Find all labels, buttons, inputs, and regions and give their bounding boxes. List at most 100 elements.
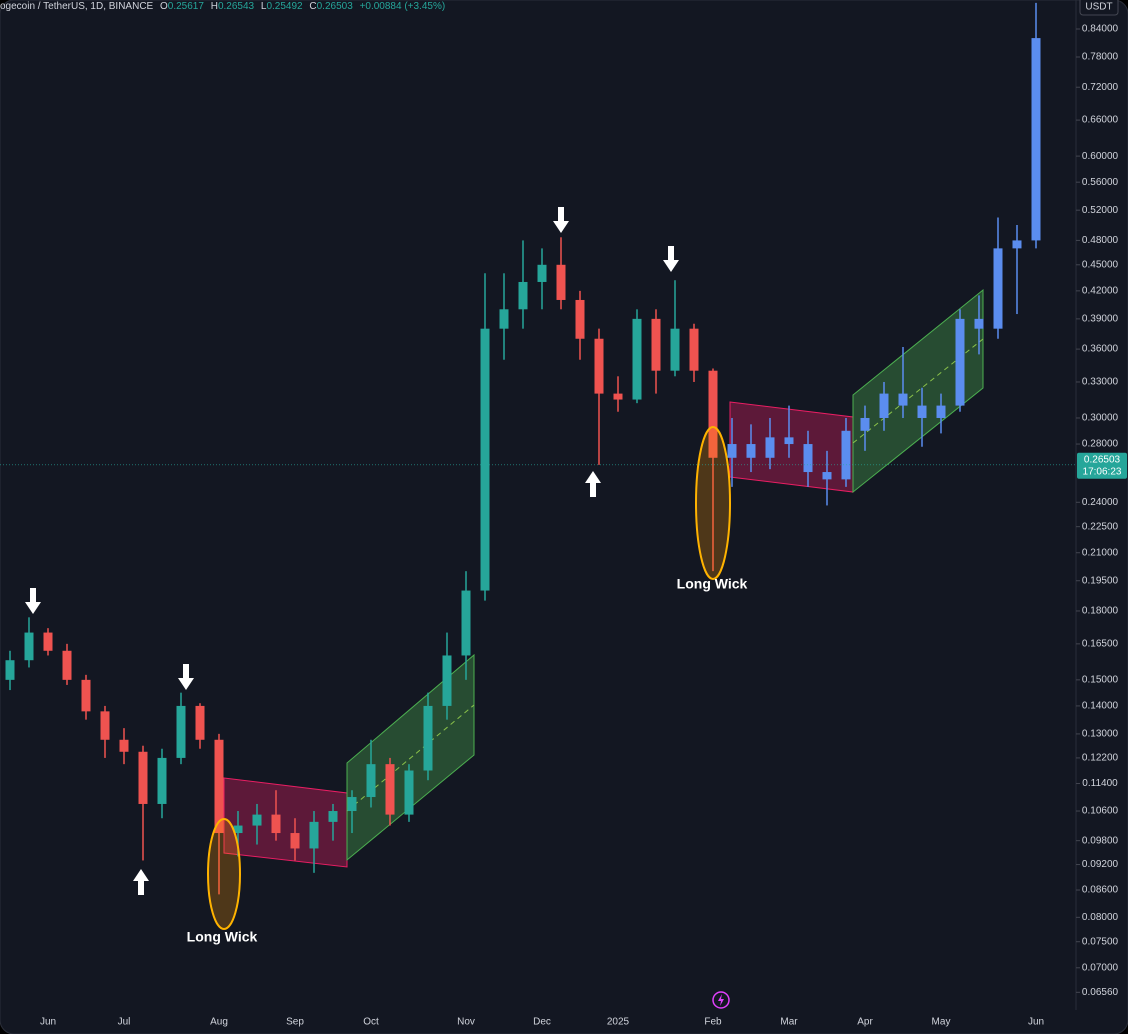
ohlc-value: 0.25617 bbox=[168, 1, 205, 12]
y-tick-label: 0.12200 bbox=[1082, 753, 1119, 764]
candle-body bbox=[252, 814, 262, 826]
y-tick-label: 0.66000 bbox=[1082, 115, 1119, 126]
candle-body bbox=[651, 318, 661, 371]
candle-body bbox=[233, 825, 243, 834]
y-tick-label: 0.45000 bbox=[1082, 259, 1119, 270]
down-arrow bbox=[25, 588, 41, 614]
y-tick-label: 0.13000 bbox=[1082, 729, 1119, 740]
y-tick-label: 0.18000 bbox=[1082, 606, 1119, 617]
y-tick-label: 0.08000 bbox=[1082, 912, 1119, 923]
y-tick-label: 0.84000 bbox=[1082, 24, 1119, 35]
candle-body bbox=[309, 821, 319, 849]
y-tick-label: 0.08600 bbox=[1082, 885, 1119, 896]
annotation: Long Wick bbox=[677, 576, 748, 592]
y-tick-label: 0.15000 bbox=[1082, 674, 1119, 685]
range-channel bbox=[223, 777, 348, 868]
y-tick-label: 0.52000 bbox=[1082, 205, 1119, 216]
down-arrow bbox=[663, 246, 679, 272]
candle-body bbox=[575, 299, 585, 339]
app-icon[interactable] bbox=[712, 991, 730, 1009]
y-tick-label: 0.11400 bbox=[1082, 778, 1118, 789]
x-tick-label: May bbox=[932, 1017, 951, 1028]
x-tick-label: Feb bbox=[704, 1017, 722, 1028]
candle-body bbox=[1031, 38, 1041, 241]
y-tick-label: 0.09200 bbox=[1082, 859, 1119, 870]
x-tick-label: Jun bbox=[1028, 1017, 1044, 1028]
x-tick-label: Dec bbox=[533, 1017, 551, 1028]
ohlc-label: C bbox=[309, 1, 316, 12]
candle-body bbox=[176, 705, 186, 758]
candle-body bbox=[727, 444, 737, 458]
candle-body bbox=[974, 318, 984, 329]
x-tick-label: Aug bbox=[210, 1017, 228, 1028]
candle-body bbox=[936, 405, 946, 418]
up-arrow bbox=[585, 471, 601, 497]
ohlc-value: 0.26503 bbox=[317, 1, 354, 12]
wick-highlight bbox=[207, 818, 241, 930]
y-tick-label: 0.24000 bbox=[1082, 497, 1119, 508]
current-price-label: 0.26503 bbox=[1084, 454, 1121, 465]
currency[interactable]: USDT bbox=[1085, 2, 1112, 13]
y-tick-label: 0.06560 bbox=[1082, 987, 1119, 998]
y-tick-label: 0.22500 bbox=[1082, 521, 1119, 532]
countdown: 17:06:23 bbox=[1083, 466, 1122, 477]
candle-body bbox=[841, 430, 851, 480]
y-tick-label: 0.16500 bbox=[1082, 638, 1119, 649]
candle-body bbox=[385, 764, 395, 815]
app-icon-bolt bbox=[718, 994, 724, 1006]
candle-body bbox=[100, 711, 110, 740]
candle-body bbox=[328, 811, 338, 822]
x-tick-label: Jul bbox=[118, 1017, 131, 1028]
down-arrow bbox=[178, 664, 194, 690]
candle-body bbox=[404, 770, 414, 815]
y-tick-label: 0.09800 bbox=[1082, 835, 1119, 846]
change: +0.00884 (+3.45%) bbox=[360, 1, 446, 12]
candle-body bbox=[879, 393, 889, 418]
y-tick-label: 0.36000 bbox=[1082, 344, 1119, 355]
candle-body bbox=[81, 679, 91, 712]
candle-body bbox=[613, 393, 623, 400]
candle-body bbox=[784, 437, 794, 445]
candle-body bbox=[537, 264, 547, 282]
channels bbox=[223, 288, 984, 868]
down-arrow bbox=[553, 207, 569, 233]
x-tick-label: Sep bbox=[286, 1017, 304, 1028]
y-tick-label: 0.42000 bbox=[1082, 286, 1119, 297]
candle-body bbox=[43, 632, 53, 651]
candle-body bbox=[708, 370, 718, 458]
candle-body bbox=[822, 472, 832, 480]
candle-body bbox=[556, 264, 566, 300]
current-price-box bbox=[1077, 452, 1127, 479]
y-tick-label: 0.60000 bbox=[1082, 151, 1119, 162]
ohlc-label: L bbox=[261, 1, 267, 12]
x-tick-label: Oct bbox=[363, 1017, 379, 1028]
candle-body bbox=[746, 444, 756, 458]
candle-body bbox=[689, 328, 699, 371]
candle-body bbox=[442, 655, 452, 706]
candle-body bbox=[518, 281, 528, 310]
currency-box[interactable] bbox=[1079, 0, 1119, 16]
annotation: Long Wick bbox=[187, 929, 258, 945]
candle-body bbox=[290, 833, 300, 849]
candle-body bbox=[803, 444, 813, 473]
y-tick-label: 0.30000 bbox=[1082, 413, 1119, 424]
candle-body bbox=[5, 660, 15, 680]
candle-body bbox=[480, 328, 490, 591]
candle-body bbox=[499, 309, 509, 329]
candle-body bbox=[157, 757, 167, 804]
candle-body bbox=[214, 739, 224, 834]
ohlc-value: 0.26543 bbox=[218, 1, 255, 12]
wick-highlight bbox=[695, 426, 731, 580]
x-tick-label: Nov bbox=[457, 1017, 475, 1028]
candle-body bbox=[765, 437, 775, 458]
candle-body bbox=[860, 417, 870, 431]
candle-body bbox=[955, 318, 965, 406]
y-tick-label: 0.10600 bbox=[1082, 806, 1119, 817]
candle-body bbox=[119, 739, 129, 752]
arrows bbox=[25, 207, 679, 895]
y-tick-label: 0.19500 bbox=[1082, 575, 1119, 586]
ohlc-label: O bbox=[160, 1, 168, 12]
ohlc-label: H bbox=[211, 1, 218, 12]
